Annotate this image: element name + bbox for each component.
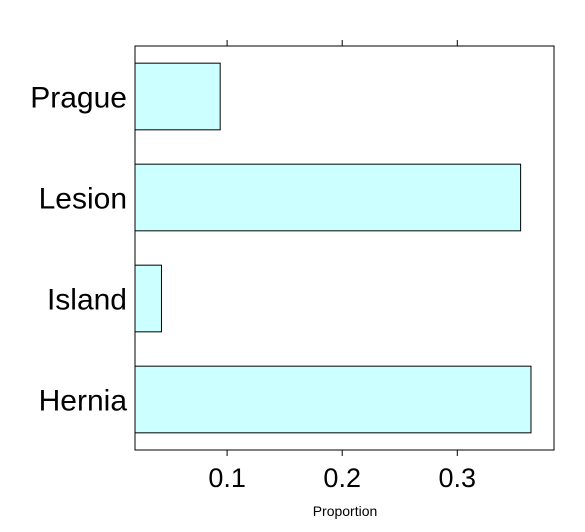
category-label-lesion: Lesion [39, 183, 127, 216]
plot-frame [134, 45, 555, 451]
bar-hernia [134, 365, 532, 434]
category-label-hernia: Hernia [39, 385, 128, 418]
category-labels: Prague Lesion Island Hernia [30, 82, 127, 418]
bars-group [134, 62, 532, 434]
x-axis-ticks: 0.1 0.2 0.3 [208, 40, 476, 493]
category-label-island: Island [47, 284, 127, 317]
x-tick-label: 0.3 [439, 463, 477, 493]
bar-lesion [134, 163, 522, 232]
bar-island [134, 264, 162, 333]
bar-prague [134, 62, 221, 131]
x-tick-label: 0.2 [323, 463, 361, 493]
x-tick-label: 0.1 [208, 463, 246, 493]
x-axis-title: Proportion [313, 503, 378, 519]
category-label-prague: Prague [30, 82, 127, 115]
